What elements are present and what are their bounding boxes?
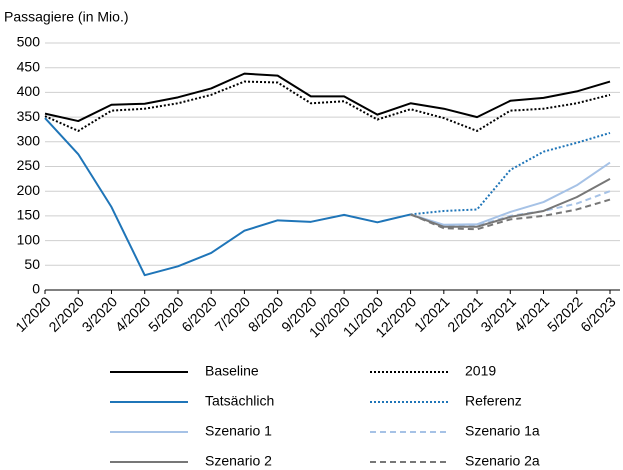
x-tick-label: 5/2020 (145, 293, 187, 335)
legend-label: Tatsächlich (205, 393, 274, 409)
x-tick-label: 3/2021 (477, 293, 519, 335)
legend-label: Szenario 2a (465, 453, 540, 469)
x-tick-label: 7/2020 (212, 293, 254, 335)
y-tick-label: 450 (17, 58, 41, 74)
x-tick-label: 1/2021 (411, 293, 453, 335)
y-tick-label: 400 (17, 83, 41, 99)
y-tick-label: 50 (24, 256, 40, 272)
y-tick-label: 150 (17, 207, 41, 223)
x-tick-label: 8/2020 (245, 293, 287, 335)
legend-label: Baseline (205, 363, 259, 379)
y-tick-label: 100 (17, 231, 41, 247)
x-tick-label: 2/2021 (444, 293, 486, 335)
series-line (44, 117, 411, 277)
series-line (410, 198, 611, 231)
series-line (410, 131, 611, 216)
legend-label: Szenario 1 (205, 423, 272, 439)
x-tick-label: 1/2020 (12, 293, 54, 335)
legend-label: Referenz (465, 393, 522, 409)
legend-label: Szenario 2 (205, 453, 272, 469)
legend-label: Szenario 1a (465, 423, 540, 439)
series-line (44, 80, 611, 132)
y-tick-label: 250 (17, 157, 41, 173)
x-tick-label: 4/2020 (112, 293, 154, 335)
y-tick-label: 0 (32, 281, 40, 297)
series-line (410, 177, 611, 228)
y-tick-label: 350 (17, 108, 41, 124)
x-tick-label: 4/2021 (511, 293, 553, 335)
series-line (44, 72, 611, 123)
y-tick-label: 300 (17, 133, 41, 149)
x-tick-label: 2/2020 (45, 293, 87, 335)
y-tick-label: 200 (17, 182, 41, 198)
x-tick-label: 3/2020 (79, 293, 121, 335)
y-axis-label: Passagiere (in Mio.) (4, 9, 129, 25)
x-tick-label: 5/2022 (544, 293, 586, 335)
legend-label: 2019 (465, 363, 496, 379)
x-tick-label: 6/2023 (577, 293, 619, 335)
y-tick-label: 500 (17, 34, 41, 50)
x-tick-label: 6/2020 (178, 293, 220, 335)
